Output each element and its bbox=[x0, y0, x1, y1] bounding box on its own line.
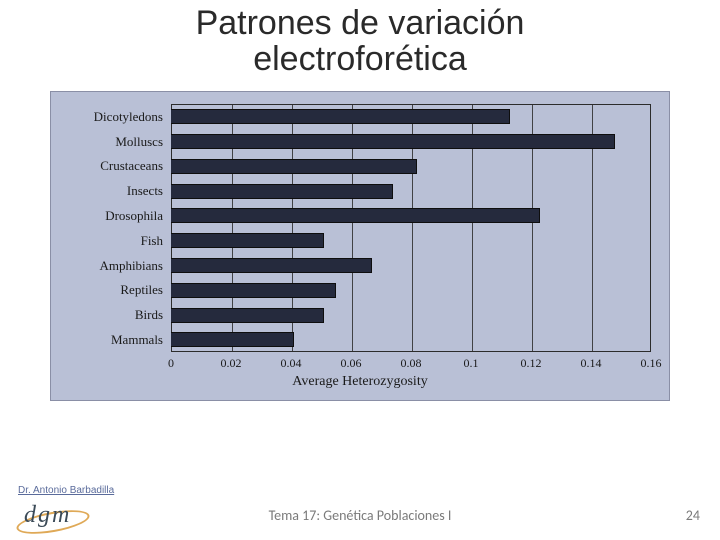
x-tick-label: 0.12 bbox=[521, 356, 542, 371]
page-number: 24 bbox=[686, 507, 700, 524]
bar bbox=[171, 184, 393, 199]
bar bbox=[171, 283, 336, 298]
x-tick-label: 0.06 bbox=[341, 356, 362, 371]
category-label: Birds bbox=[135, 307, 163, 323]
category-label: Reptiles bbox=[120, 282, 163, 298]
category-label: Molluscs bbox=[115, 134, 163, 150]
bar bbox=[171, 258, 372, 273]
bar bbox=[171, 332, 294, 347]
category-label: Mammals bbox=[111, 332, 163, 348]
bar bbox=[171, 159, 417, 174]
x-tick-label: 0 bbox=[168, 356, 174, 371]
x-tick-label: 0.16 bbox=[641, 356, 662, 371]
category-label: Insects bbox=[127, 183, 163, 199]
logo-text: dgm bbox=[24, 502, 71, 529]
bar bbox=[171, 208, 540, 223]
category-label: Fish bbox=[141, 233, 163, 249]
x-tick-label: 0.08 bbox=[401, 356, 422, 371]
slide: Patrones de variación electroforética 00… bbox=[0, 0, 720, 540]
category-label: Amphibians bbox=[99, 258, 163, 274]
bar bbox=[171, 134, 615, 149]
slide-footer: Dr. Antonio Barbadilla dgm Tema 17: Gené… bbox=[0, 472, 720, 540]
category-label: Crustaceans bbox=[100, 158, 163, 174]
author-link[interactable]: Dr. Antonio Barbadilla bbox=[18, 485, 114, 496]
slide-title: Patrones de variación electroforética bbox=[0, 0, 720, 77]
dgm-logo: dgm bbox=[16, 502, 96, 534]
subject-label: Tema 17: Genética Poblaciones I bbox=[269, 507, 452, 524]
bar bbox=[171, 109, 510, 124]
x-tick-label: 0.14 bbox=[581, 356, 602, 371]
category-label: Drosophila bbox=[105, 208, 163, 224]
x-tick-label: 0.02 bbox=[221, 356, 242, 371]
bar bbox=[171, 308, 324, 323]
heterozygosity-bar-chart: 0 0.02 0.04 0.06 0.08 0.1 0.12 0.14 0.16 Dicotyle… bbox=[50, 91, 670, 401]
title-line-1: Patrones de variación bbox=[0, 6, 720, 42]
x-tick-label: 0.04 bbox=[281, 356, 302, 371]
x-tick-label: 0.1 bbox=[464, 356, 479, 371]
bar bbox=[171, 233, 324, 248]
x-axis-label: Average Heterozygosity bbox=[292, 374, 427, 390]
category-label: Dicotyledons bbox=[94, 109, 163, 125]
title-line-2: electroforética bbox=[0, 42, 720, 78]
